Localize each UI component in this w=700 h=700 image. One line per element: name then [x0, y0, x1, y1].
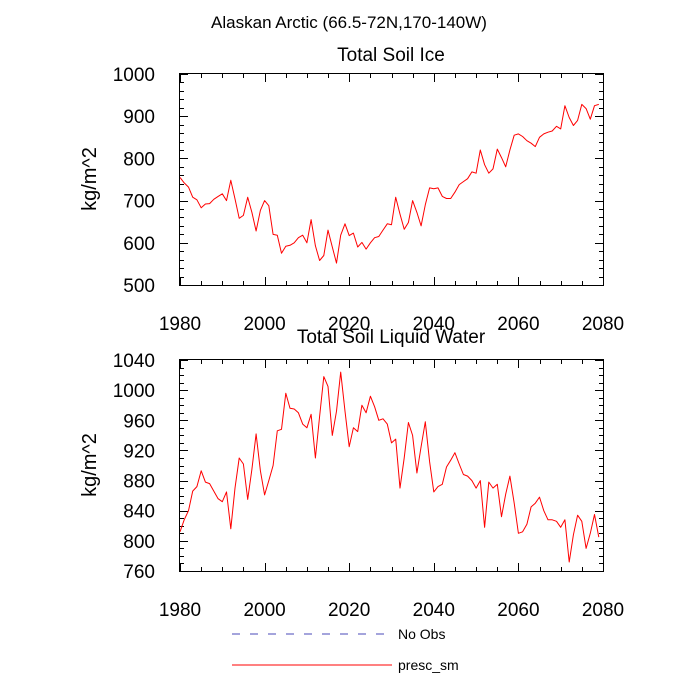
- x-tick-label: 2080: [582, 600, 624, 621]
- figure-title: Alaskan Arctic (66.5-72N,170-140W): [211, 13, 487, 32]
- y-tick-label: 800: [123, 532, 155, 553]
- y-axis-label-soil-liquid-water: kg/m^2: [79, 433, 101, 497]
- ticks-soil-ice: [180, 74, 604, 286]
- plot-frame-soil-liquid-water: [179, 359, 604, 572]
- panel-soil-liquid-water: Total Soil Liquid Water 1980 2000 2020 2040…: [79, 327, 624, 621]
- x-tick-label: 2080: [582, 314, 624, 335]
- y-tick-label: 1000: [113, 65, 155, 86]
- y-tick-label: 700: [123, 192, 155, 213]
- x-tick-label: 2020: [328, 600, 370, 621]
- y-tick-label: 760: [123, 562, 155, 583]
- tick-labels-soil-liquid-water: 1980 2000 2020 2040 2060 2080 760 800 840 880 920 9…: [113, 351, 624, 621]
- x-tick-label: 2020: [328, 314, 370, 335]
- panel-title-soil-liquid-water: Total Soil Liquid Water: [297, 327, 486, 348]
- tick-labels-soil-ice: 1980 2000 2020 2040 2060 2080 500 600 700 800 900 1…: [113, 65, 624, 335]
- series-line-soil-ice-presc-sm: [179, 103, 599, 264]
- series-line-soil-liquid-water-presc-sm: [179, 371, 600, 563]
- y-axis-label-soil-ice: kg/m^2: [79, 147, 101, 211]
- y-tick-label: 880: [123, 472, 155, 493]
- legend-label-presc-sm: presc_sm: [398, 657, 459, 673]
- y-tick-label: 500: [123, 276, 155, 297]
- x-tick-label: 2060: [497, 314, 539, 335]
- y-tick-label: 920: [123, 441, 155, 462]
- x-tick-label: 1980: [159, 314, 201, 335]
- y-tick-label: 840: [123, 502, 155, 523]
- x-tick-label: 1980: [159, 600, 201, 621]
- y-tick-label: 600: [123, 234, 155, 255]
- y-tick-label: 1040: [113, 351, 155, 372]
- panel-soil-ice: Total Soil Ice 1980 2000 2020 2040 2060 2080 5…: [79, 45, 624, 335]
- x-tick-label: 2040: [413, 600, 455, 621]
- y-tick-label: 1000: [113, 381, 155, 402]
- y-tick-label: 900: [123, 107, 155, 128]
- x-tick-label: 2000: [243, 314, 285, 335]
- x-tick-label: 2000: [243, 600, 285, 621]
- y-tick-label: 800: [123, 149, 155, 170]
- legend-label-no-obs: No Obs: [398, 626, 445, 642]
- panel-title-soil-ice: Total Soil Ice: [337, 45, 445, 66]
- y-tick-label: 960: [123, 411, 155, 432]
- legend: No Obs presc_sm: [232, 626, 459, 673]
- plot-frame-soil-ice: [179, 73, 604, 286]
- x-tick-label: 2040: [413, 314, 455, 335]
- x-tick-label: 2060: [497, 600, 539, 621]
